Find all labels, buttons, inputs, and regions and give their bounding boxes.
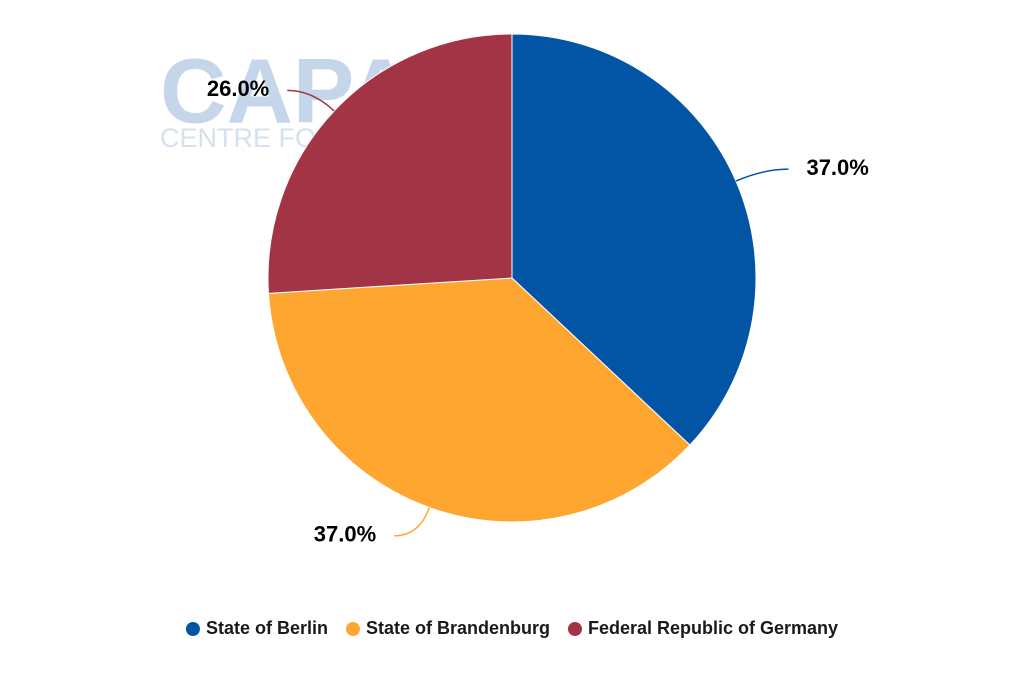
legend-label: State of Brandenburg [366, 618, 550, 638]
pie-slice [511, 33, 757, 446]
legend-marker [345, 622, 360, 636]
legend-label: Federal Republic of Germany [588, 618, 838, 638]
leader-line [735, 168, 789, 182]
data-label: 37.0% [806, 155, 868, 180]
data-label: 37.0% [314, 522, 376, 547]
data-label: 26.0% [207, 76, 269, 101]
legend-label: State of Berlin [206, 618, 328, 638]
leader-line [394, 507, 431, 537]
legend-marker [567, 622, 582, 636]
legend-marker [185, 622, 200, 636]
leader-line [287, 89, 335, 112]
pie-slice [267, 277, 691, 523]
pie-slice [267, 33, 513, 294]
